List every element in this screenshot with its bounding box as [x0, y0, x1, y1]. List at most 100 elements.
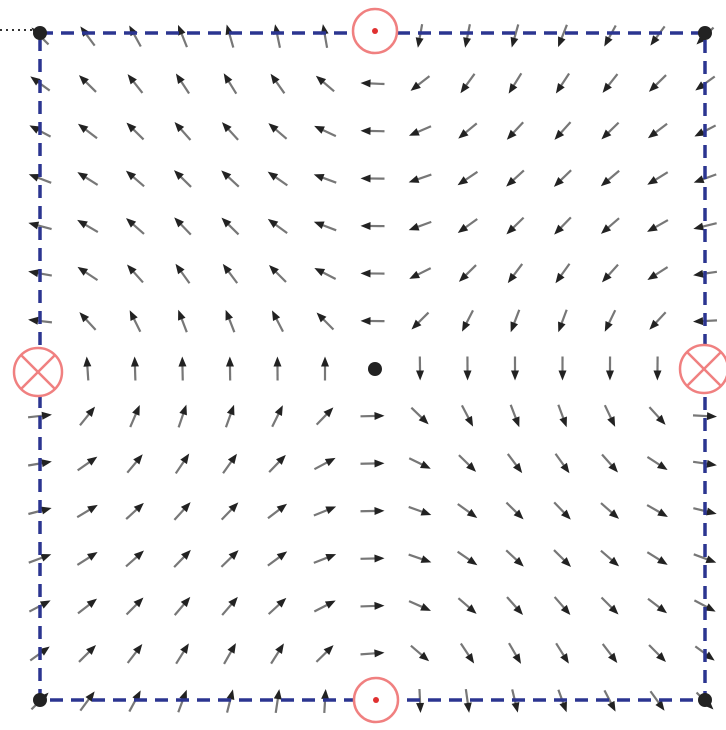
arrow-head	[510, 36, 519, 48]
arrow-head	[506, 129, 517, 140]
arrow-head	[179, 404, 187, 416]
arrow-head	[409, 270, 421, 279]
arrow-head	[28, 221, 40, 230]
arrow-head	[696, 34, 707, 45]
arrow-head	[410, 81, 421, 91]
arrow-head	[511, 416, 520, 428]
arrow-head	[323, 645, 334, 655]
arrow-head	[222, 263, 233, 275]
arrow-head	[221, 122, 232, 133]
arrow-head	[408, 175, 420, 183]
arrow-head	[28, 174, 40, 182]
arrow-head	[657, 556, 668, 565]
arrow-head	[600, 176, 612, 187]
arrow-head	[83, 356, 92, 367]
arrow-head	[360, 221, 371, 230]
arrow-head	[276, 454, 286, 465]
arrow-head	[415, 37, 424, 48]
arrow-head	[647, 129, 659, 139]
arrow-head	[228, 550, 239, 560]
arrow-head	[360, 126, 371, 135]
arrow-head	[420, 603, 431, 611]
arrow-head	[30, 76, 41, 86]
arrow-head	[360, 174, 371, 183]
arrow-head	[360, 79, 371, 88]
arrow-head	[87, 504, 98, 514]
arrow-head	[273, 689, 282, 700]
arrow-head	[705, 555, 717, 563]
arrow-head	[267, 218, 279, 229]
arrow-head	[506, 224, 517, 235]
arrow-head	[85, 406, 96, 417]
arrow-head	[321, 689, 330, 700]
arrow-head	[559, 701, 567, 713]
arrow-head	[175, 73, 185, 85]
arrow-head	[512, 653, 522, 664]
arrow-head	[558, 321, 566, 333]
arrow-head	[601, 129, 612, 140]
arrow-head	[179, 689, 187, 701]
arrow-head	[466, 604, 477, 614]
arrow-head	[648, 82, 659, 92]
arrow-head	[466, 508, 478, 518]
arrow-head	[133, 454, 143, 465]
arrow-head	[513, 462, 523, 474]
arrow-head	[174, 122, 185, 133]
arrow-head	[29, 125, 41, 134]
arrow-head	[649, 319, 660, 330]
arrow-head	[558, 36, 566, 48]
arrow-head	[608, 604, 619, 615]
arrow-head	[226, 404, 235, 416]
current-in-left	[12, 346, 64, 398]
arrow-head	[41, 459, 52, 468]
arrow-head	[457, 223, 469, 233]
arrow-head	[374, 601, 385, 610]
arrow-head	[600, 224, 612, 234]
arrow-head	[656, 652, 666, 663]
arrow-head	[127, 74, 137, 85]
arrow-head	[130, 356, 139, 367]
arrow-head	[86, 645, 97, 655]
arrow-head	[458, 129, 469, 139]
arrow-head	[647, 271, 658, 280]
arrow-head	[656, 604, 668, 614]
arrow-head	[268, 265, 279, 275]
arrow-head	[314, 267, 326, 277]
arrow-head	[506, 176, 517, 187]
arrow-head	[39, 600, 51, 609]
arrow-head	[647, 223, 658, 232]
arrow-head	[558, 370, 567, 381]
arrow-head	[601, 272, 612, 283]
arrow-head	[650, 35, 660, 46]
arrow-head	[555, 272, 565, 284]
arrow-head	[561, 557, 572, 567]
arrow-head	[228, 502, 239, 513]
arrow-head	[178, 309, 186, 321]
arrow-head	[313, 174, 325, 182]
arrow-head	[513, 604, 524, 615]
arrow-head	[704, 603, 716, 612]
arrow-head	[418, 651, 430, 662]
arrow-head	[223, 73, 233, 84]
arrow-head	[560, 604, 571, 616]
arrow-head	[178, 356, 187, 367]
arrow-head	[78, 75, 89, 85]
arrow-head	[77, 172, 88, 181]
arrow-head	[554, 129, 565, 140]
arrow-head	[416, 702, 425, 713]
arrow-head	[175, 263, 185, 275]
current-in-right	[678, 343, 726, 395]
arrow-head	[316, 312, 327, 323]
arrow-head	[657, 461, 668, 471]
arrow-head	[374, 411, 385, 420]
arrow-head	[560, 653, 569, 664]
arrow-head	[508, 83, 518, 94]
arrow-head	[41, 411, 52, 420]
field-arrows	[27, 23, 718, 714]
arrow-head	[374, 459, 385, 468]
arrow-head	[275, 643, 284, 654]
arrow-head	[463, 702, 472, 713]
arrow-head	[39, 646, 50, 656]
arrow-head	[226, 689, 235, 701]
